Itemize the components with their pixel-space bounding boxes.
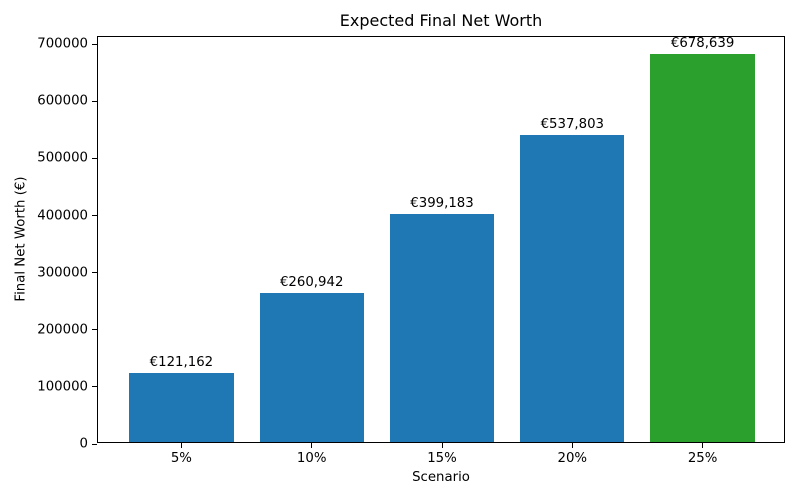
bar-15% [389, 214, 495, 442]
y-tick-label: 100000 [37, 379, 88, 395]
x-tick-label: 10% [296, 451, 327, 466]
chart-title: Expected Final Net Worth [339, 11, 543, 30]
x-tick-mark [311, 443, 313, 448]
bar-10% [259, 292, 364, 442]
y-tick-mark [92, 157, 97, 159]
y-tick-mark [92, 329, 97, 331]
y-tick-mark [92, 443, 97, 445]
bar-value-label: €121,162 [149, 354, 214, 370]
plot-area: 0 100000 200000 300000 400000 500000 600000 700… [37, 36, 785, 466]
x-tick-label: 5% [170, 451, 192, 466]
y-tick-mark [92, 272, 97, 274]
bar-value-label: €399,183 [410, 196, 474, 211]
y-tick-label: 400000 [37, 208, 88, 224]
y-tick-label: 200000 [37, 322, 88, 338]
x-tick-mark [702, 443, 704, 448]
x-tick-mark [180, 443, 182, 448]
y-tick-label: 0 [79, 436, 88, 452]
x-tick-mark [571, 443, 573, 448]
bar-5% [129, 372, 234, 442]
y-tick-mark [92, 386, 97, 388]
y-tick-mark [92, 215, 97, 217]
y-tick-label: 600000 [37, 93, 88, 109]
bar-value-label: €537,803 [540, 116, 605, 132]
bar-25% [650, 54, 755, 442]
x-tick-label: 15% [427, 451, 457, 466]
bar-20% [520, 134, 625, 442]
x-axis-label: Scenario [412, 470, 470, 485]
x-tick-label: 25% [687, 451, 718, 466]
y-tick-label: 500000 [37, 150, 88, 166]
x-tick-label: 20% [557, 451, 588, 466]
y-axis-label: Final Net Worth (€) [13, 176, 29, 302]
y-tick-mark [92, 100, 97, 102]
x-tick-mark [441, 443, 443, 448]
bar-value-label: €678,639 [670, 36, 735, 52]
bar-value-label: €260,942 [279, 274, 344, 290]
y-tick-label: 300000 [37, 265, 88, 281]
y-tick-mark [92, 43, 97, 45]
y-tick-label: 700000 [37, 36, 88, 52]
